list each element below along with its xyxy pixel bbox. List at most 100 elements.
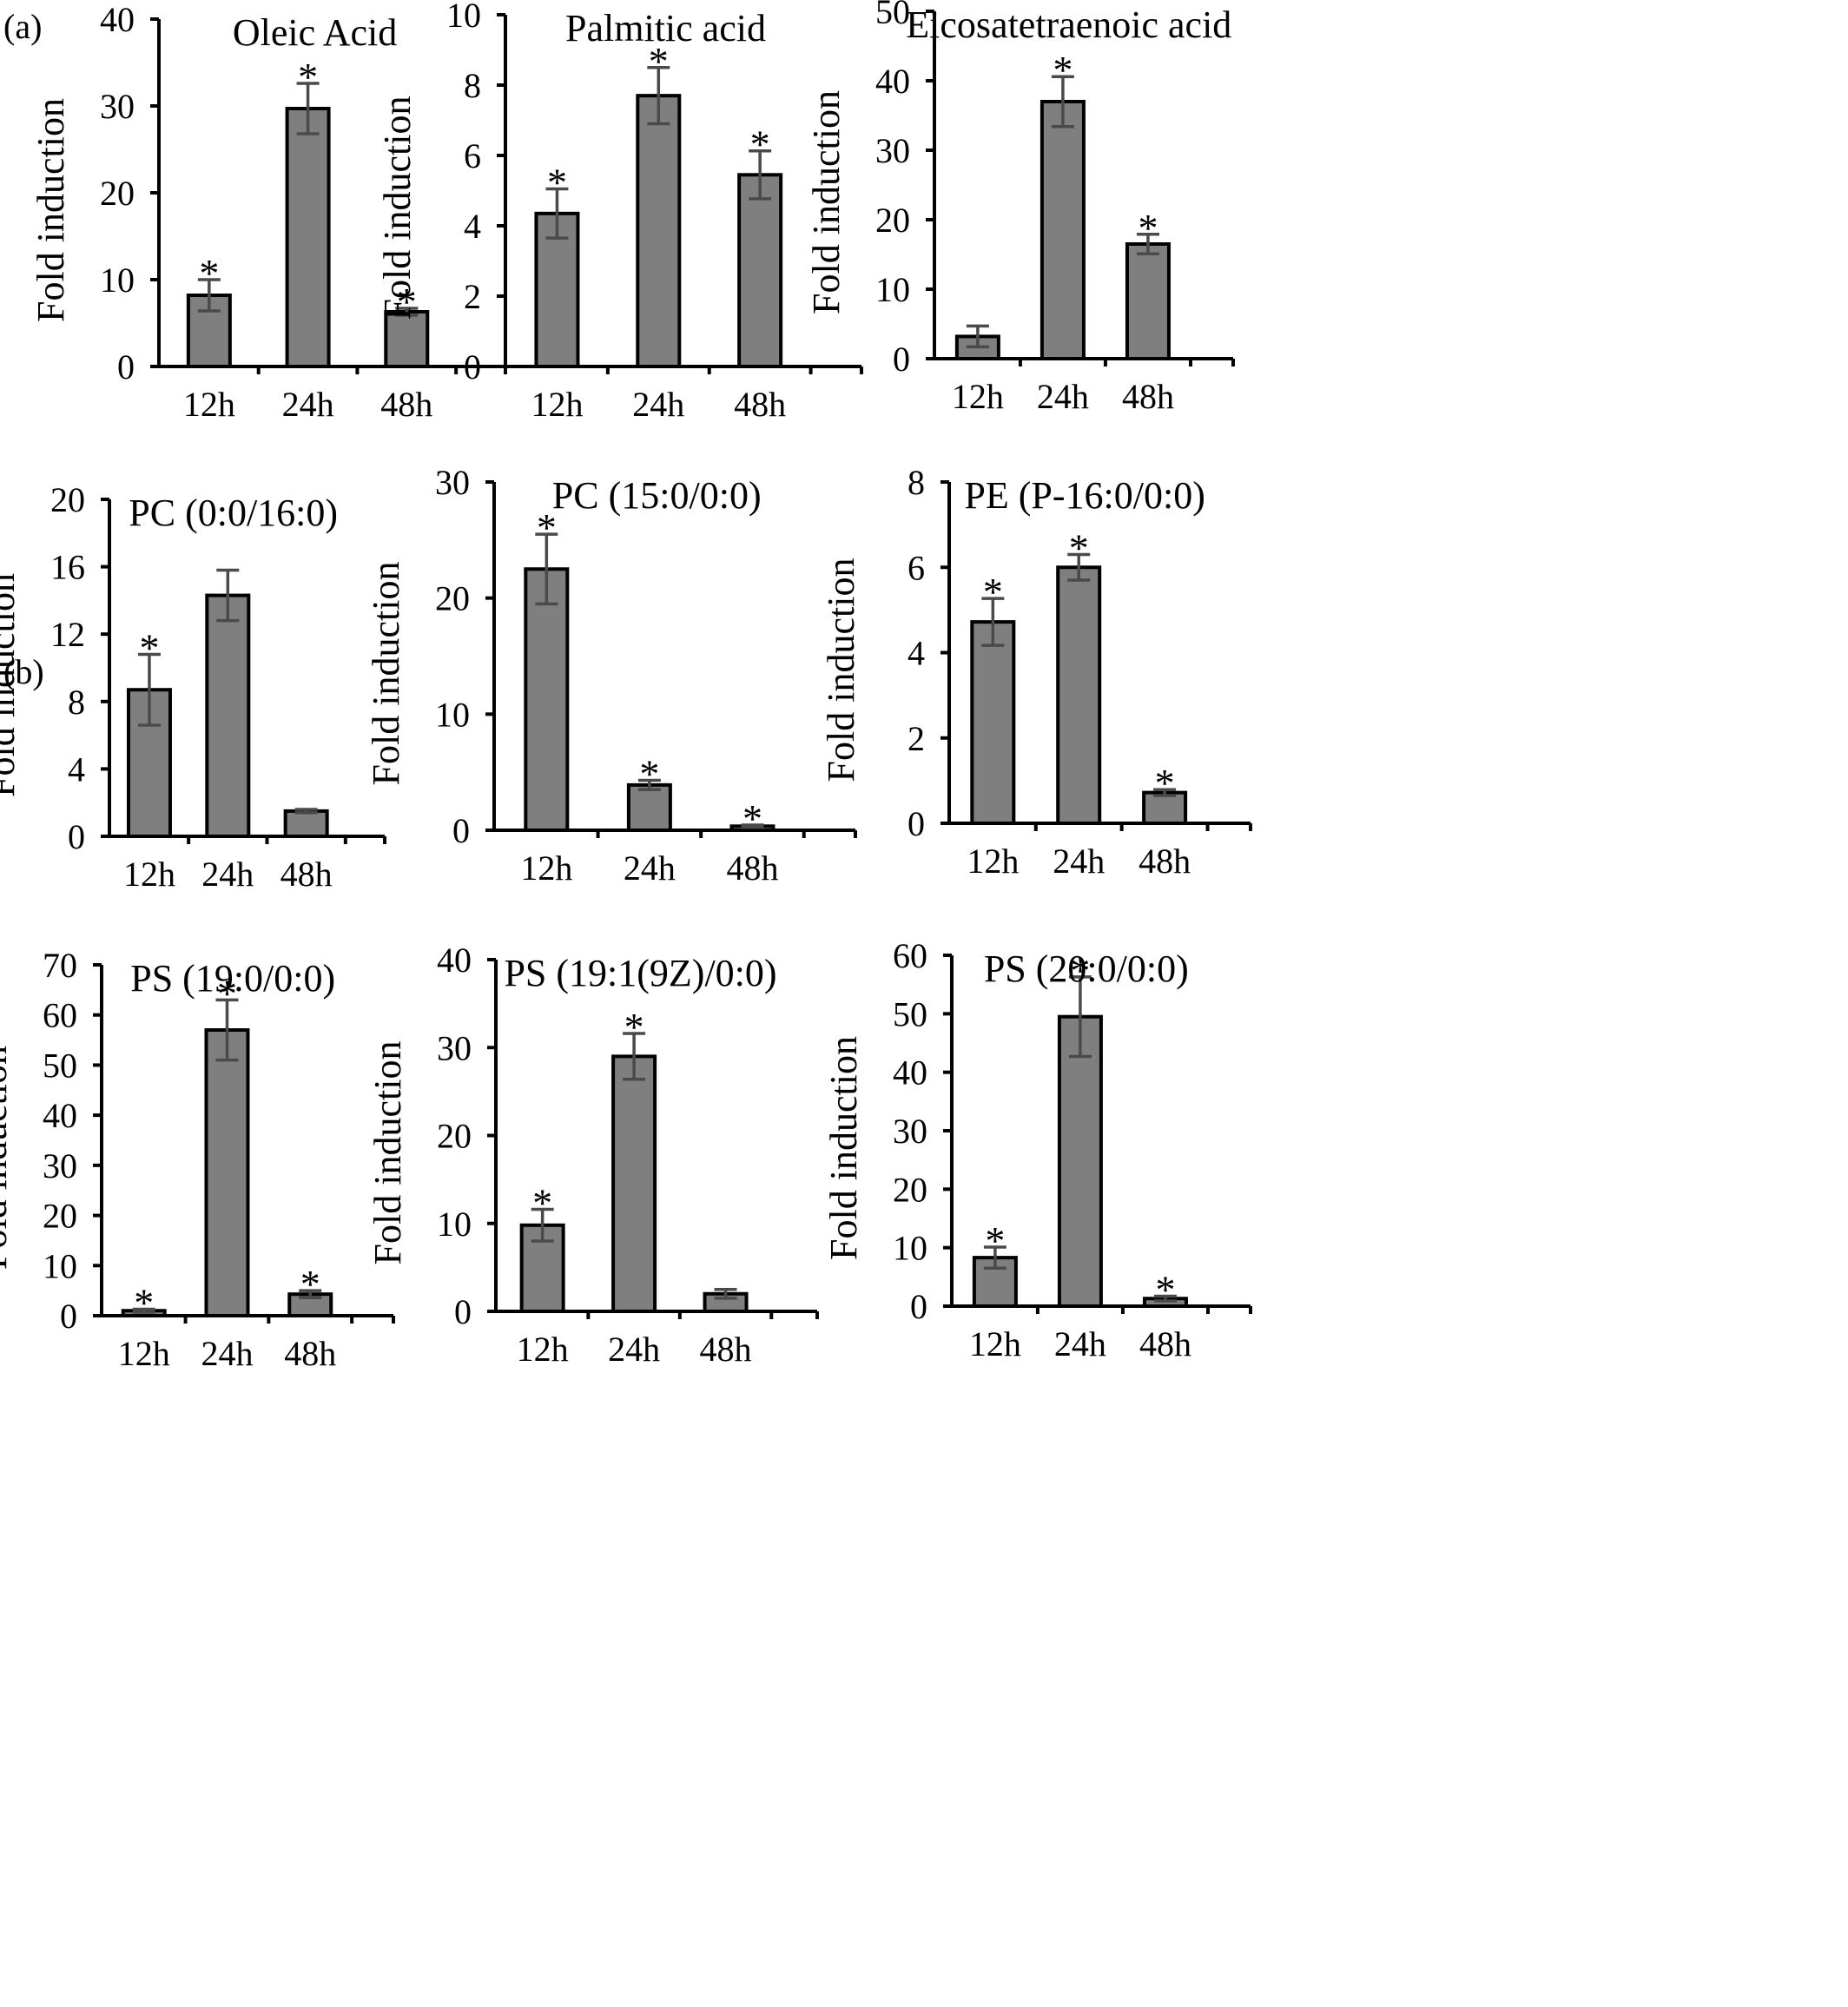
x-tick-label: 48h (734, 385, 786, 424)
y-tick-label: 40 (437, 941, 472, 980)
y-tick-label: 10 (446, 0, 481, 35)
x-tick-label: 12h (952, 377, 1004, 416)
bar-24h (1040, 100, 1086, 360)
chart-title: PE (P-16:0/0:0) (964, 474, 1204, 517)
x-tick-label: 24h (632, 385, 684, 424)
bar-12h (186, 294, 232, 368)
chart-title: Palmitic acid (565, 7, 766, 50)
chart-title: PC (15:0/0:0) (552, 474, 762, 517)
y-tick-label: 4 (68, 749, 85, 789)
significance-star: * (217, 971, 237, 1015)
bar-chart-6: 0 2 4 6 8 * 12h * 24h * 48h PE (P-16:0/0:0) Fold ind… (820, 463, 1252, 881)
y-tick-label: 60 (43, 996, 77, 1035)
y-tick-label: 30 (875, 131, 910, 170)
bar-chart-8: 0 10 20 30 40 * 12h * 24h 48h PS (19:1(9Z)/0:0) Fol… (366, 941, 819, 1369)
x-tick-label: 48h (1122, 377, 1174, 416)
bar-24h (1056, 565, 1102, 825)
y-tick-label: 40 (100, 0, 135, 39)
y-axis-label: Fold induction (365, 562, 407, 786)
chart-title: PS (20:0/0:0) (984, 947, 1189, 990)
significance-star: * (649, 39, 669, 83)
y-tick-label: 0 (893, 340, 910, 379)
significance-star: * (1053, 48, 1072, 92)
x-tick-label: 48h (1139, 1324, 1191, 1363)
y-tick-label: 8 (68, 683, 85, 722)
bar-24h (204, 1028, 250, 1317)
significance-star: * (199, 251, 219, 295)
x-tick-label: 24h (1054, 1324, 1106, 1363)
y-tick-label: 4 (908, 634, 925, 673)
y-tick-label: 50 (875, 0, 910, 31)
panel-label-b: (b) (3, 652, 44, 691)
y-tick-label: 6 (464, 136, 481, 175)
significance-star: * (547, 160, 567, 204)
y-tick-label: 30 (435, 463, 470, 502)
y-tick-label: 50 (43, 1046, 77, 1085)
y-tick-label: 40 (875, 62, 910, 101)
x-tick-label: 24h (1053, 842, 1105, 881)
bar-chart-9: 0 10 20 30 40 50 60 * 12h * 24h * 48h PS (20:0/0:0) Fo… (822, 936, 1252, 1363)
chart-title: Oleic Acid (233, 11, 397, 54)
x-tick-label: 24h (201, 855, 254, 894)
y-tick-label: 20 (43, 1197, 77, 1236)
x-tick-label: 12h (123, 855, 175, 894)
bar-24h (611, 1054, 657, 1313)
y-axis-label: Fold induction (820, 558, 862, 782)
y-tick-label: 0 (117, 347, 135, 386)
x-tick-label: 24h (1037, 377, 1089, 416)
x-tick-label: 48h (700, 1330, 752, 1369)
significance-star: * (985, 1218, 1005, 1263)
y-tick-label: 10 (437, 1205, 472, 1244)
significance-star: * (1155, 761, 1175, 805)
y-tick-label: 6 (908, 548, 925, 587)
significance-star: * (139, 625, 159, 670)
y-tick-label: 20 (435, 579, 470, 618)
x-tick-label: 24h (624, 848, 676, 888)
y-tick-label: 20 (875, 201, 910, 240)
bar-chart-5: 0 10 20 30 * 12h * 24h * 48h PC (15:0/0:0) Fold ind… (365, 463, 857, 888)
significance-star: * (624, 1005, 644, 1049)
y-axis-label: Fold induction (366, 1041, 409, 1265)
y-tick-label: 0 (464, 347, 481, 386)
bar-24h (636, 94, 682, 369)
bar-48h (384, 310, 430, 368)
bar-48h (1125, 242, 1171, 360)
x-tick-label: 48h (1138, 842, 1191, 881)
chart-title: PS (19:0/0:0) (130, 957, 335, 1000)
bar-48h (283, 809, 329, 839)
y-tick-label: 40 (893, 1053, 927, 1093)
bar-chart-2: 0 2 4 6 8 10 * 12h * 24h * 48h Palmitic acid Fold ind… (376, 0, 863, 424)
x-tick-label: 48h (280, 855, 333, 894)
significance-star: * (1070, 948, 1090, 993)
y-tick-label: 50 (893, 994, 927, 1033)
y-tick-label: 30 (437, 1028, 472, 1067)
bar-24h (285, 107, 331, 368)
y-tick-label: 40 (43, 1096, 77, 1135)
y-tick-label: 30 (100, 87, 135, 126)
x-tick-label: 12h (183, 385, 235, 424)
x-tick-label: 12h (118, 1334, 170, 1373)
x-tick-label: 12h (969, 1324, 1021, 1363)
bar-12h (524, 567, 570, 832)
y-tick-label: 10 (435, 695, 470, 734)
y-tick-label: 10 (43, 1246, 77, 1285)
x-tick-label: 48h (380, 385, 432, 424)
significance-star: * (298, 55, 318, 99)
y-tick-label: 20 (50, 480, 85, 519)
y-axis-label: Fold induction (0, 573, 23, 797)
x-tick-label: 24h (282, 385, 334, 424)
y-tick-label: 0 (908, 804, 925, 843)
y-tick-label: 0 (60, 1297, 77, 1336)
bar-chart-3: 0 10 20 30 40 50 12h * 24h * 48h Eicosatetraenoic a… (805, 0, 1235, 416)
y-tick-label: 10 (100, 261, 135, 300)
chart-title: PS (19:1(9Z)/0:0) (504, 952, 776, 994)
significance-star: * (750, 122, 770, 167)
significance-star: * (537, 505, 557, 550)
bar-48h (737, 173, 783, 368)
y-tick-label: 0 (910, 1287, 927, 1326)
bar-chart-7: 0 10 20 30 40 50 60 70 * 12h * 24h * 48h PS (19:0/0:0)… (0, 946, 395, 1373)
y-tick-label: 0 (452, 811, 470, 850)
y-tick-label: 10 (875, 270, 910, 309)
